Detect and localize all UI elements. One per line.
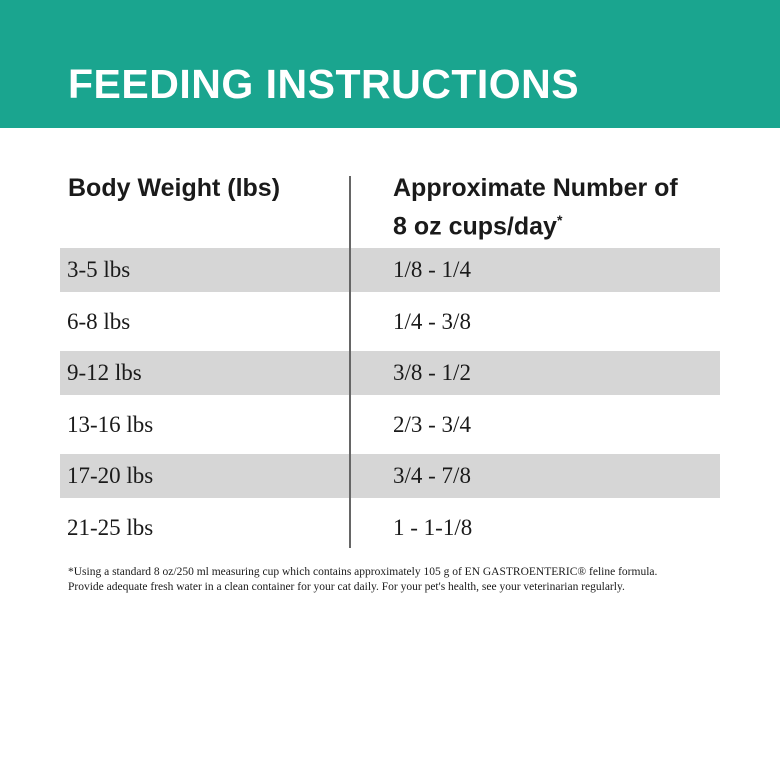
footnote-line: Provide adequate fresh water in a clean … — [68, 581, 625, 593]
table-cell: 21-25 lbs — [67, 515, 154, 540]
table-cell: 1/8 - 1/4 — [393, 257, 471, 282]
table-row: 9-12 lbs 3/8 - 1/2 — [60, 351, 720, 396]
footnote: *Using a standard 8 oz/250 ml measuring … — [68, 565, 657, 595]
header-banner: FEEDING INSTRUCTIONS — [0, 0, 780, 128]
table-cell: 3/4 - 7/8 — [393, 463, 471, 489]
table-row: 17-20 lbs 3/4 - 7/8 — [60, 454, 720, 499]
footnote-line: *Using a standard 8 oz/250 ml measuring … — [68, 566, 658, 578]
column-header: Body Weight (lbs) — [68, 174, 281, 202]
table-cell: 17-20 lbs — [67, 463, 154, 489]
column-header-text: Approximate Number of 8 oz cups/day — [393, 174, 678, 241]
table-row: 3-5 lbs 1/8 - 1/4 — [60, 248, 720, 292]
column-divider — [349, 176, 351, 548]
title: FEEDING INSTRUCTIONS — [68, 61, 580, 107]
table-cell: 2/3 - 3/4 — [393, 411, 471, 437]
table-row: 6-8 lbs 1/4 - 3/8 — [60, 300, 720, 344]
table-cell: 1/4 - 3/8 — [393, 308, 471, 334]
column-header: Approximate Number of 8 oz cups/day* — [393, 172, 693, 242]
table-cell: 1 - 1-1/8 — [393, 515, 473, 540]
footnote-marker: * — [556, 212, 563, 228]
table-cell: 3-5 lbs — [67, 257, 131, 282]
table-row: 21-25 lbs 1 - 1-1/8 — [60, 506, 720, 550]
table-cell: 13-16 lbs — [67, 411, 154, 437]
table-cell: 9-12 lbs — [67, 360, 142, 386]
table-cell: 6-8 lbs — [67, 308, 131, 334]
table-cell: 3/8 - 1/2 — [393, 360, 471, 386]
table-row: 13-16 lbs 2/3 - 3/4 — [60, 403, 720, 447]
